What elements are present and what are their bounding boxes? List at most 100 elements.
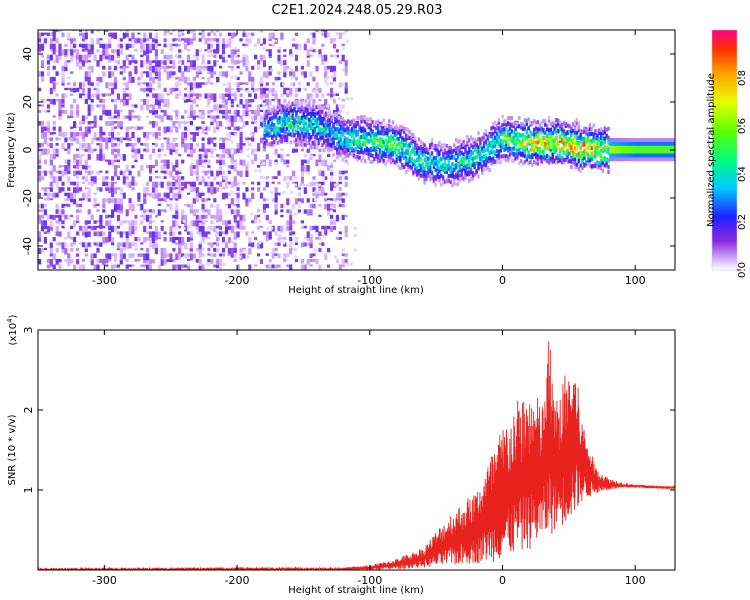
spectrogram-noise-cell <box>90 148 94 153</box>
spectrogram-noise-cell <box>108 54 112 60</box>
spectrogram-noise-cell <box>81 225 85 232</box>
spectrogram-noise-cell <box>154 32 158 40</box>
spectrogram-noise-cell <box>61 214 65 217</box>
spectrogram-noise-cell <box>192 109 196 115</box>
spectrogram-noise-cell <box>195 231 199 235</box>
spectrogram-signal-cell <box>302 137 305 142</box>
spectrogram-noise-cell <box>64 132 68 137</box>
spectrogram-signal-cell <box>371 129 374 134</box>
spectrogram-noise-cell <box>55 137 59 141</box>
spectrogram-signal-cell <box>596 141 599 146</box>
spectrogram-signal-cell <box>291 108 294 113</box>
spectrogram-signal-cell <box>505 127 508 132</box>
spectrogram-signal-cell <box>529 147 532 152</box>
spectrogram-noise-cell <box>227 192 231 196</box>
spectrogram-signal-cell <box>337 119 341 124</box>
spectrogram-noise-cell <box>125 220 129 223</box>
spectrogram-signal-cell <box>341 157 344 162</box>
spectrogram-signal-cell <box>536 127 540 132</box>
spectrogram-noise-cell <box>335 49 339 53</box>
spectrogram-noise-cell <box>87 82 91 86</box>
spectrogram-noise-cell <box>55 54 59 62</box>
spectrogram-noise-cell <box>113 259 118 262</box>
spectrogram-signal-cell <box>573 153 577 158</box>
spectrogram-signal-cell <box>276 110 279 115</box>
spectrogram-noise-cell <box>116 137 120 142</box>
spectrogram-noise-cell <box>327 27 330 29</box>
spectrogram-signal-cell <box>408 142 411 147</box>
spectrogram-noise-cell <box>198 111 202 115</box>
spectrogram-noise-cell <box>119 192 123 195</box>
spectrogram-noise-cell <box>309 236 313 244</box>
spectrogram-noise-cell <box>192 115 196 120</box>
spectrogram-signal-cell <box>482 141 486 146</box>
spectrogram-signal-cell <box>298 126 302 131</box>
spectrogram-noise-cell <box>338 231 342 235</box>
spectrogram-signal-cell <box>536 133 540 138</box>
spectrogram-noise-cell <box>87 71 91 78</box>
spectrogram-signal-cell <box>670 149 673 154</box>
spectrogram-signal-cell <box>670 153 673 158</box>
spectrogram-noise-cell <box>49 54 53 61</box>
spectrogram-signal-cell <box>337 116 341 120</box>
spectrogram-signal-cell <box>382 118 385 123</box>
spectrogram-noise-cell <box>236 225 240 229</box>
spectrogram-noise-cell <box>303 187 307 194</box>
spectrogram-noise-cell <box>116 93 120 100</box>
spectrogram-signal-cell <box>423 176 426 181</box>
spectrogram-noise-cell <box>128 203 132 211</box>
spectrogram-noise-cell <box>40 203 45 209</box>
spectrogram-noise-cell <box>289 231 293 236</box>
spectrogram-signal-cell <box>324 122 328 127</box>
spectrogram-noise-cell <box>46 148 50 155</box>
spectrogram-signal-cell <box>367 131 370 136</box>
spectrogram-signal-cell <box>601 136 605 141</box>
spectrogram-signal-cell <box>605 146 608 151</box>
spectrogram-signal-cell <box>282 134 285 139</box>
spectrogram-signal-cell <box>456 152 460 157</box>
spectrogram-noise-cell <box>195 209 199 213</box>
spectrogram-signal-cell <box>672 157 675 162</box>
spectrogram-noise-cell <box>210 181 214 187</box>
spectrogram-noise-cell <box>84 132 88 137</box>
spectrogram-noise-cell <box>280 32 284 40</box>
spectrogram-noise-cell <box>58 30 62 33</box>
spectrogram-noise-cell <box>76 54 80 60</box>
spectrogram-noise-cell <box>207 137 211 144</box>
spectrogram-signal-cell <box>490 140 493 145</box>
spectrogram-signal-cell <box>440 157 443 161</box>
spectrogram-noise-cell <box>338 170 342 175</box>
spectrogram-noise-cell <box>113 137 118 140</box>
spectrogram-noise-cell <box>280 148 284 151</box>
spectrogram-noise-cell <box>189 165 193 171</box>
spectrogram-signal-cell <box>455 151 458 156</box>
spectrogram-signal-cell <box>456 139 460 144</box>
spectrogram-noise-cell <box>76 87 80 92</box>
spectrogram-noise-cell <box>201 231 205 237</box>
spectrogram-noise-cell <box>131 148 135 153</box>
spectrogram-signal-cell <box>575 117 579 122</box>
spectrogram-noise-cell <box>257 214 261 218</box>
spectrogram-noise-cell <box>219 264 223 270</box>
spectrogram-signal-cell <box>559 122 562 127</box>
spectrogram-signal-cell <box>328 122 331 127</box>
spectrogram-noise-cell <box>108 214 112 218</box>
spectrogram-noise-cell <box>84 49 88 52</box>
spectrogram-noise-cell <box>283 49 287 52</box>
spectrogram-noise-cell <box>198 214 202 221</box>
spectrogram-noise-cell <box>148 259 153 265</box>
spectrogram-signal-cell <box>384 124 387 129</box>
spectrogram-noise-cell <box>140 214 144 218</box>
spectrogram-signal-cell <box>354 133 357 138</box>
spectrogram-signal-cell <box>460 145 463 150</box>
spectrogram-signal-cell <box>555 143 558 148</box>
spectrogram-noise-cell <box>111 148 115 155</box>
spectrogram-noise-cell <box>198 253 202 258</box>
spectrogram-signal-cell <box>514 127 517 132</box>
spectrogram-noise-cell <box>172 225 176 228</box>
spectrogram-signal-cell <box>278 116 281 120</box>
spectrogram-noise-cell <box>216 214 220 222</box>
spectrogram-signal-cell <box>289 140 292 145</box>
spectrogram-noise-cell <box>210 65 214 72</box>
spectrogram-noise-cell <box>337 111 341 115</box>
